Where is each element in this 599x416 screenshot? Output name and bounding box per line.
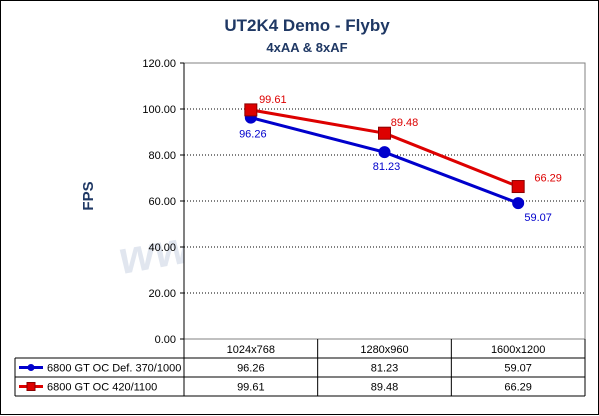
- data-point: [511, 180, 525, 194]
- y-axis-label: FPS: [80, 181, 97, 210]
- y-tick-label: 100.00: [142, 104, 176, 116]
- y-tick-label: 0.00: [155, 334, 176, 346]
- data-label: 59.07: [524, 212, 552, 224]
- data-label: 99.61: [259, 94, 287, 106]
- y-tick-label: 120.00: [142, 58, 176, 70]
- legend-label: 6800 GT OC 420/1100: [47, 382, 157, 394]
- x-tick-label: 1600x1200: [491, 344, 545, 356]
- y-tick-label: 60.00: [148, 196, 176, 208]
- x-tick-label: 1280x960: [360, 344, 408, 356]
- legend-key-marker: [26, 382, 36, 391]
- data-label: 81.23: [373, 161, 401, 173]
- data-label: 96.26: [239, 129, 267, 141]
- table-cell: 89.48: [371, 382, 399, 394]
- y-tick-label: 20.00: [148, 288, 176, 300]
- legend-key-marker: [27, 364, 35, 371]
- table-cell: 66.29: [504, 382, 532, 394]
- data-point: [378, 126, 391, 140]
- chart-subtitle: 4xAA & 8xAF: [266, 40, 347, 55]
- data-label: 66.29: [534, 173, 562, 185]
- data-table: 1024x768 1280x960 1600x1200 6800 GT OC Def.…: [14, 339, 586, 397]
- plot-area: 0.00 20.00 40.00 60.00 80.00 100.00 120.00 96.2…: [142, 58, 586, 346]
- table-cell: 81.23: [371, 363, 399, 375]
- legend-label: 6800 GT OC Def. 370/1000: [47, 363, 181, 375]
- y-tick-label: 80.00: [148, 150, 176, 162]
- data-point: [378, 146, 391, 159]
- chart-title: UT2K4 Demo - Flyby: [224, 16, 390, 35]
- table-cell: 59.07: [504, 363, 532, 375]
- data-label: 89.48: [391, 117, 419, 129]
- y-tick-label: 40.00: [148, 242, 176, 254]
- table-cell: 99.61: [237, 382, 265, 394]
- data-point: [244, 103, 258, 117]
- x-tick-label: 1024x768: [227, 344, 275, 356]
- table-cell: 96.26: [237, 363, 265, 375]
- data-point: [512, 197, 525, 210]
